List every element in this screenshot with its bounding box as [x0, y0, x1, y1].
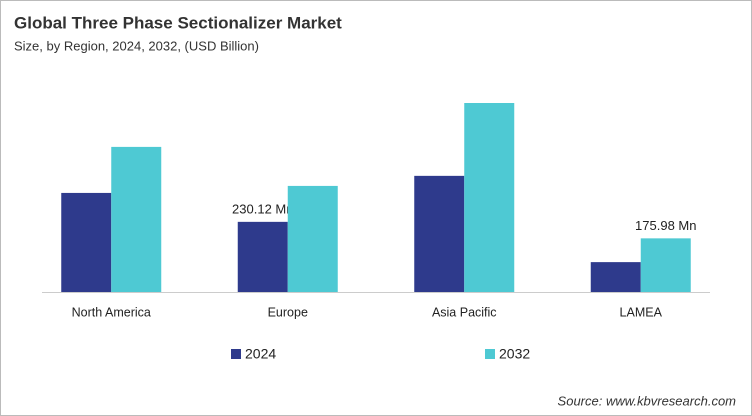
- bar: [61, 192, 112, 292]
- data-label: 175.98 Mn: [635, 218, 696, 233]
- chart-title: Global Three Phase Sectionalizer Market: [14, 13, 342, 32]
- bar: [287, 185, 338, 292]
- bar: [590, 262, 641, 292]
- legend-label: 2024: [245, 346, 276, 362]
- bar: [464, 103, 515, 292]
- bar: [237, 221, 288, 292]
- x-tick-label: LAMEA: [620, 305, 663, 319]
- legend-swatch: [485, 349, 495, 359]
- bar: [111, 146, 162, 292]
- legend-label: 2032: [499, 346, 530, 362]
- legend-swatch: [231, 349, 241, 359]
- x-tick-label: Asia Pacific: [432, 305, 497, 319]
- x-tick-label: North America: [72, 305, 151, 319]
- chart-subtitle: Size, by Region, 2024, 2032, (USD Billio…: [14, 38, 259, 53]
- x-tick-label: Europe: [268, 305, 308, 319]
- source: Source: www.kbvresearch.com: [558, 393, 737, 408]
- data-label: 230.12 Mn: [232, 201, 293, 216]
- bar: [640, 238, 691, 292]
- bar: [414, 175, 465, 292]
